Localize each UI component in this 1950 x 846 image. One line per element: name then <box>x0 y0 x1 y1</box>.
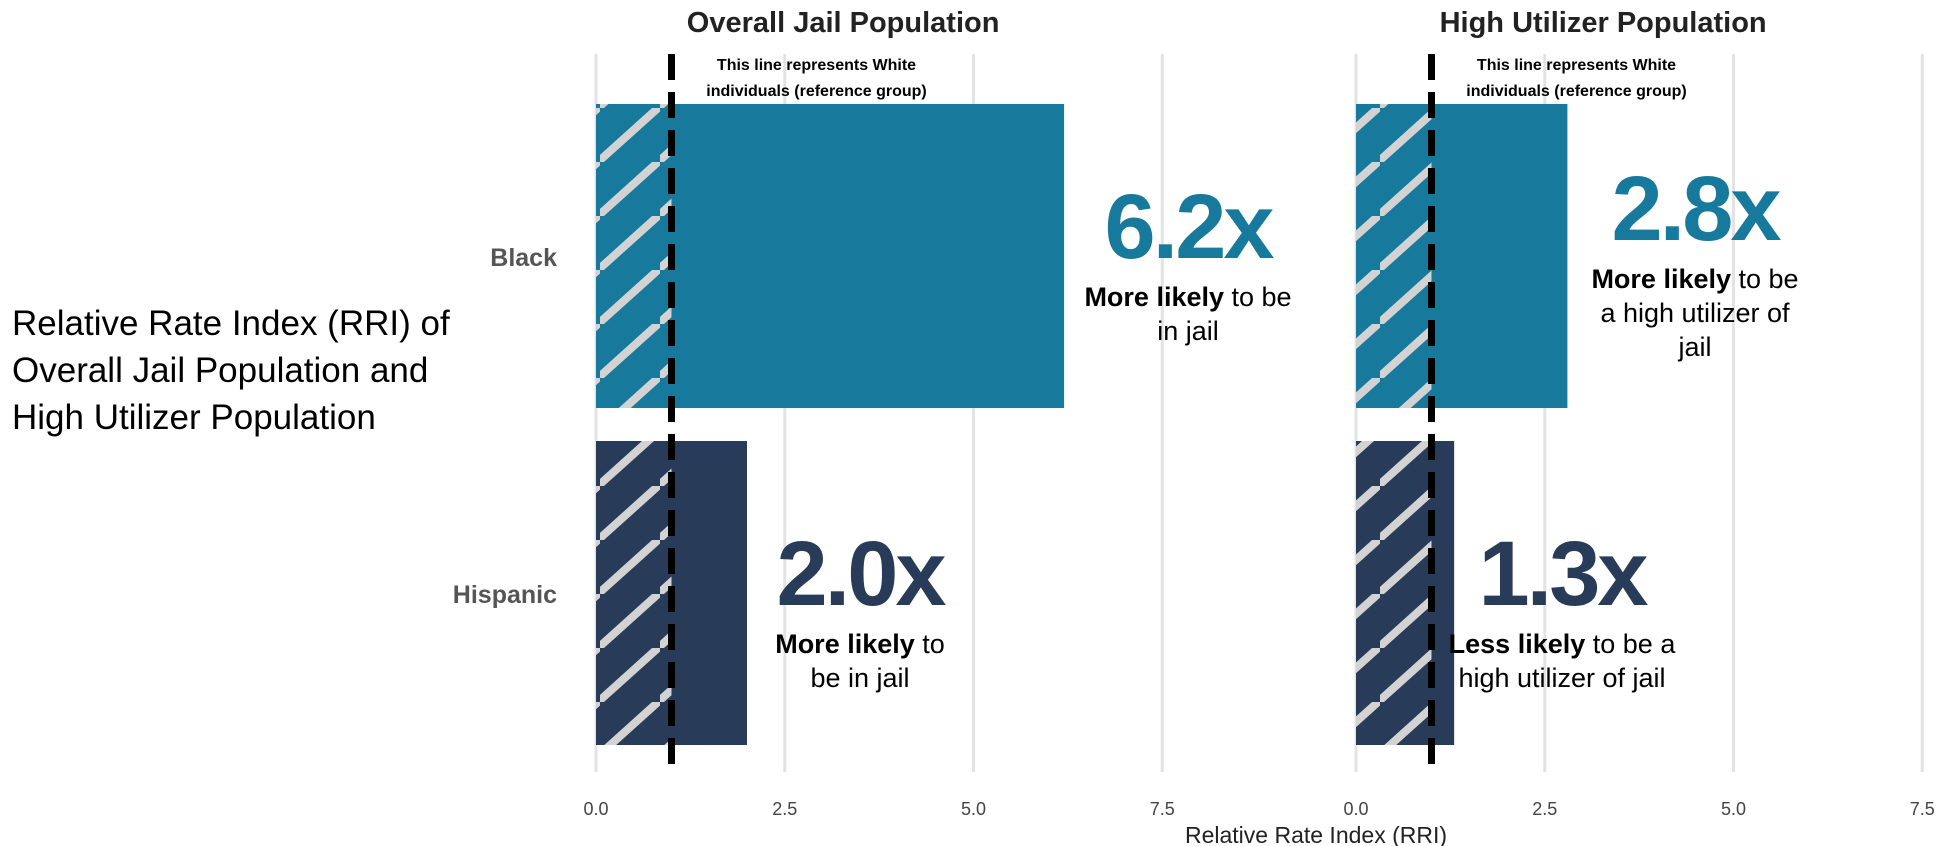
reference-hatch <box>596 441 672 745</box>
x-tick-label: 5.0 <box>1721 799 1746 819</box>
bar-description: in jail <box>1157 316 1219 346</box>
x-tick-label: 0.0 <box>1343 799 1368 819</box>
x-tick-label: 7.5 <box>1150 799 1175 819</box>
x-tick-label: 7.5 <box>1910 799 1935 819</box>
bar-description: More likely to be <box>1591 264 1798 294</box>
category-label: Black <box>490 244 557 272</box>
x-tick-label: 5.0 <box>961 799 986 819</box>
category-label: Hispanic <box>453 581 557 609</box>
x-tick-label: 2.5 <box>772 799 797 819</box>
reference-note: individuals (reference group) <box>1466 83 1686 100</box>
bar-description: More likely to be <box>1084 282 1291 312</box>
reference-note: This line represents White <box>717 57 916 74</box>
reference-hatch <box>1356 441 1432 745</box>
bar-description: More likely to <box>775 629 945 659</box>
bar-description: be in jail <box>810 663 909 693</box>
bar-description: a high utilizer of <box>1600 298 1790 328</box>
figure-title: Relative Rate Index (RRI) of Overall Jai… <box>12 304 450 437</box>
bar-description: Less likely to be a <box>1449 629 1677 659</box>
x-tick-label: 0.0 <box>583 799 608 819</box>
data-label: 6.2x <box>1104 176 1274 278</box>
data-label: 1.3x <box>1478 523 1648 625</box>
reference-note: This line represents White <box>1477 57 1676 74</box>
x-axis-label: Relative Rate Index (RRI) <box>1185 822 1447 846</box>
panel-title: High Utilizer Population <box>1440 7 1767 39</box>
panel-title: Overall Jail Population <box>687 7 1000 39</box>
reference-hatch <box>1356 104 1432 408</box>
data-label: 2.8x <box>1611 158 1781 260</box>
reference-hatch <box>596 104 672 408</box>
bar-description: high utilizer of jail <box>1458 663 1665 693</box>
x-tick-label: 2.5 <box>1532 799 1557 819</box>
reference-note: individuals (reference group) <box>706 83 926 100</box>
bar-description: jail <box>1677 332 1711 362</box>
data-label: 2.0x <box>776 523 946 625</box>
